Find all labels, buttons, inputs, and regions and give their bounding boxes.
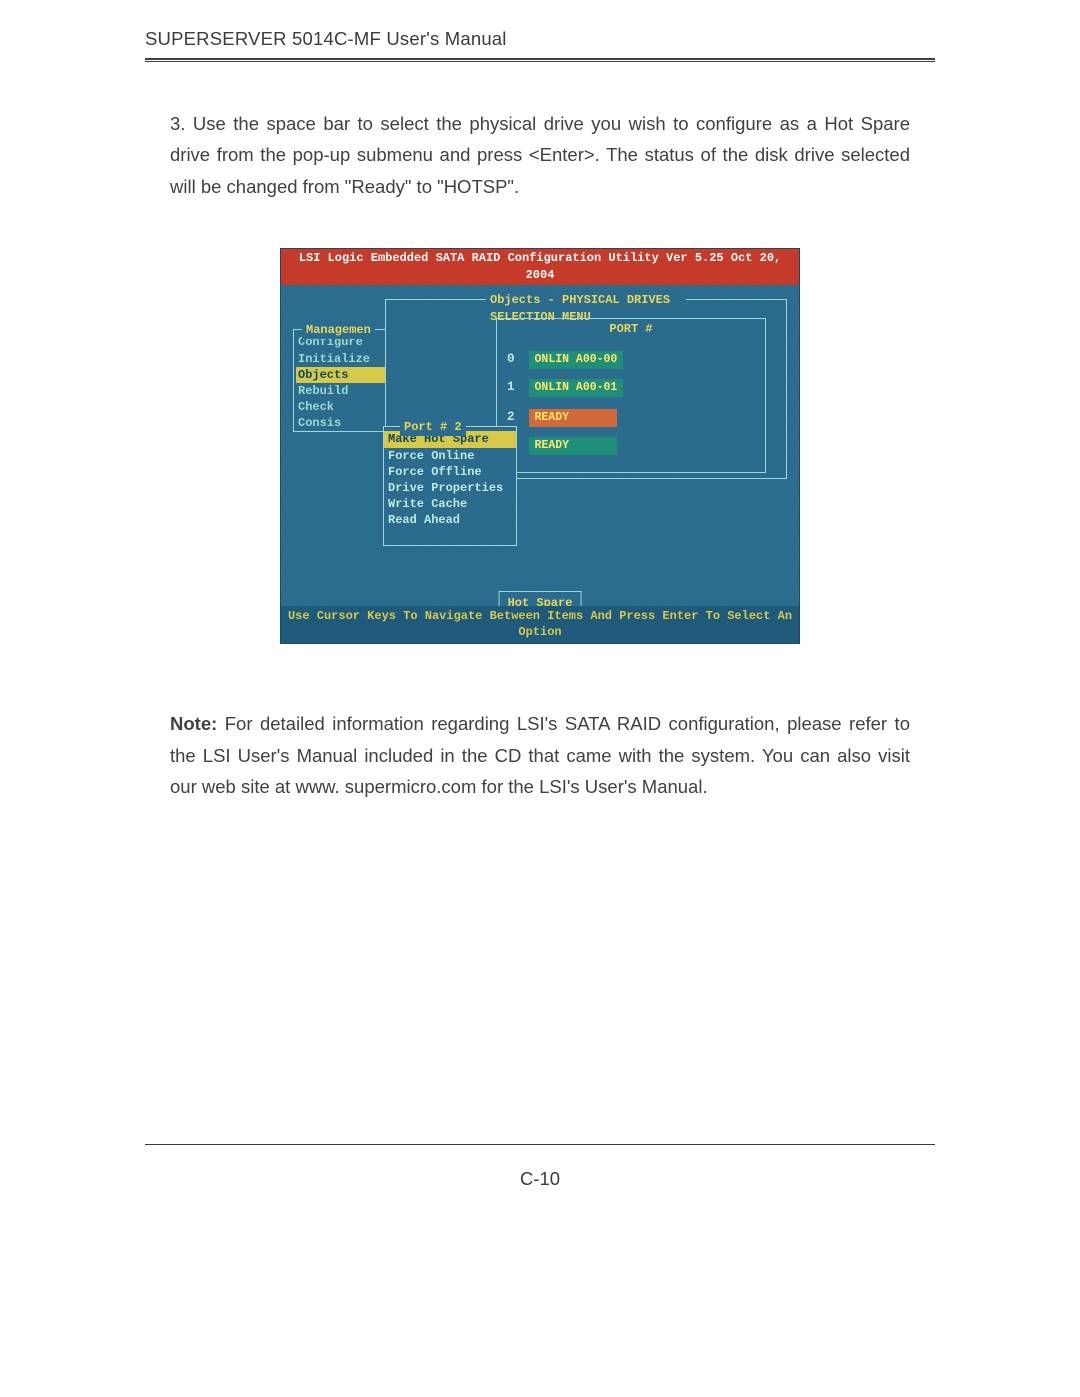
page-header: SUPERSERVER 5014C-MF User's Manual [145, 28, 935, 58]
header-rule [145, 58, 935, 62]
port-submenu: Port # 2 Make Hot Spare Force Online For… [383, 426, 517, 546]
footer-rule [145, 1144, 935, 1145]
note-label: Note: [170, 713, 217, 734]
port-submenu-legend: Port # 2 [400, 419, 466, 435]
mgmt-item-objects[interactable]: Objects [296, 367, 386, 383]
drive-index: 2 [507, 409, 521, 426]
mgmt-item-check-consis[interactable]: Check Consis [296, 399, 386, 431]
drive-row[interactable]: 2 READY [507, 409, 751, 427]
drive-status: READY [529, 437, 617, 455]
drive-status: READY [529, 409, 617, 427]
portmenu-read-ahead[interactable]: Read Ahead [384, 512, 516, 528]
bios-screenshot: LSI Logic Embedded SATA RAID Configurati… [280, 248, 800, 644]
mgmt-item-initialize[interactable]: Initialize [296, 351, 386, 367]
drive-index: 1 [507, 379, 521, 396]
management-menu: Managemen Configure Initialize Objects R… [293, 329, 389, 432]
drive-row[interactable]: 0 ONLIN A00-00 [507, 351, 751, 369]
bios-titlebar: LSI Logic Embedded SATA RAID Configurati… [281, 249, 799, 284]
note-paragraph: Note: For detailed information regarding… [145, 708, 935, 802]
management-menu-legend: Managemen [302, 322, 375, 338]
bios-footer: Use Cursor Keys To Navigate Between Item… [281, 606, 799, 643]
portmenu-drive-properties[interactable]: Drive Properties [384, 480, 516, 496]
note-text: For detailed information regarding LSI's… [170, 713, 910, 797]
page-number: C-10 [0, 1168, 1080, 1190]
instruction-paragraph: 3. Use the space bar to select the physi… [145, 108, 935, 202]
drive-index: 0 [507, 351, 521, 368]
header-text: SUPERSERVER 5014C-MF User's Manual [145, 28, 507, 49]
mgmt-item-rebuild[interactable]: Rebuild [296, 383, 386, 399]
portmenu-force-offline[interactable]: Force Offline [384, 464, 516, 480]
port-list: PORT # 0 ONLIN A00-00 1 ONLIN A00-01 2 R… [496, 318, 766, 473]
drive-status: ONLIN A00-01 [529, 379, 624, 397]
portmenu-write-cache[interactable]: Write Cache [384, 496, 516, 512]
drive-row[interactable]: READY [507, 437, 751, 455]
drive-status: ONLIN A00-00 [529, 351, 624, 369]
port-header: PORT # [497, 319, 765, 337]
portmenu-force-online[interactable]: Force Online [384, 448, 516, 464]
drive-row[interactable]: 1 ONLIN A00-01 [507, 379, 751, 397]
